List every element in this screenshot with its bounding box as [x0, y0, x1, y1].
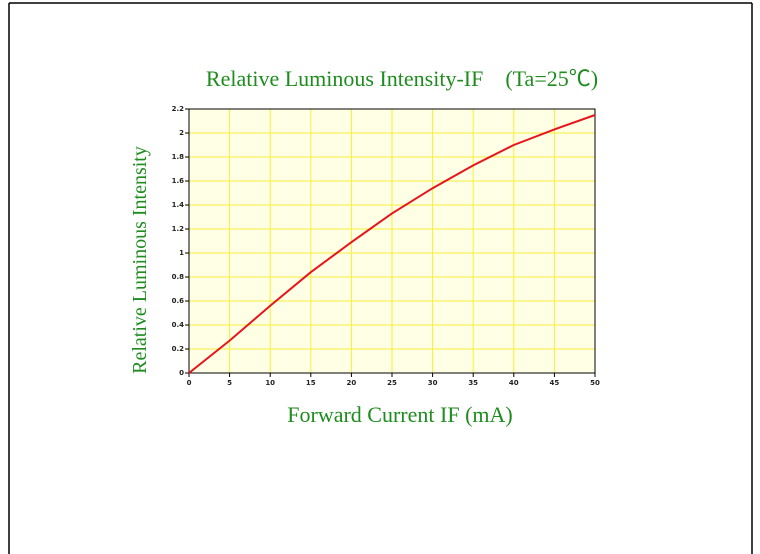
- x-tick-label: 30: [428, 379, 438, 387]
- x-tick-label: 25: [387, 379, 397, 387]
- x-tick-label: 0: [187, 379, 192, 387]
- y-tick-label: 0.8: [172, 273, 185, 281]
- y-axis-label: Relative Luminous Intensity: [129, 146, 151, 374]
- y-tick-label: 0.2: [172, 345, 185, 353]
- y-tick-label: 1.8: [172, 153, 185, 161]
- y-tick-label: 0.6: [172, 297, 185, 305]
- x-tick-label: 35: [468, 379, 478, 387]
- y-tick-label: 0.4: [172, 321, 185, 329]
- x-axis-label: Forward Current IF (mA): [287, 402, 512, 427]
- y-tick-label: 1.4: [172, 201, 185, 209]
- y-tick-label: 1.6: [172, 177, 185, 185]
- y-tick-label: 2: [179, 129, 184, 137]
- plot-frame: [188, 108, 596, 374]
- x-tick-label: 50: [590, 379, 600, 387]
- y-tick-label: 1: [179, 249, 184, 257]
- y-tick-label: 1.2: [172, 225, 185, 233]
- x-tick-label: 40: [509, 379, 519, 387]
- data-line: [188, 114, 596, 374]
- x-tick-label: 45: [550, 379, 560, 387]
- x-tick-label: 20: [347, 379, 357, 387]
- x-tick-label: 5: [227, 379, 232, 387]
- chart-title: Relative Luminous Intensity-IF (Ta=25℃): [206, 66, 598, 91]
- y-tick-label: 0: [179, 369, 184, 377]
- y-tick-label: 2.2: [172, 105, 185, 113]
- x-tick-label: 15: [306, 379, 316, 387]
- x-tick-label: 10: [265, 379, 275, 387]
